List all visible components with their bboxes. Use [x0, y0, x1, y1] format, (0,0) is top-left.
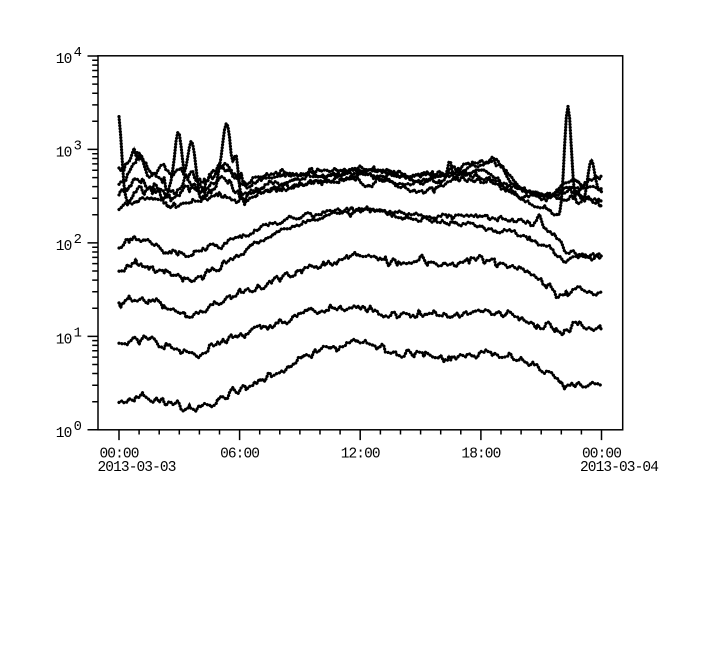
svg-text:10: 10 — [56, 239, 72, 255]
svg-text:00:00: 00:00 — [582, 447, 621, 463]
svg-text:10: 10 — [56, 52, 72, 68]
svg-text:4: 4 — [74, 46, 82, 61]
svg-text:10: 10 — [56, 426, 72, 442]
svg-text:2: 2 — [74, 233, 82, 248]
svg-text:10: 10 — [56, 333, 72, 349]
svg-text:3: 3 — [74, 139, 82, 154]
svg-text:2013-03-04: 2013-03-04 — [580, 460, 658, 476]
svg-text:06:00: 06:00 — [220, 447, 259, 463]
svg-text:0: 0 — [74, 420, 82, 435]
svg-text:10: 10 — [56, 146, 72, 162]
svg-text:1: 1 — [74, 326, 82, 341]
svg-text:2013-03-03: 2013-03-03 — [98, 460, 176, 476]
svg-text:12:00: 12:00 — [341, 447, 380, 463]
svg-text:00:00: 00:00 — [99, 447, 138, 463]
svg-text:18:00: 18:00 — [461, 447, 500, 463]
